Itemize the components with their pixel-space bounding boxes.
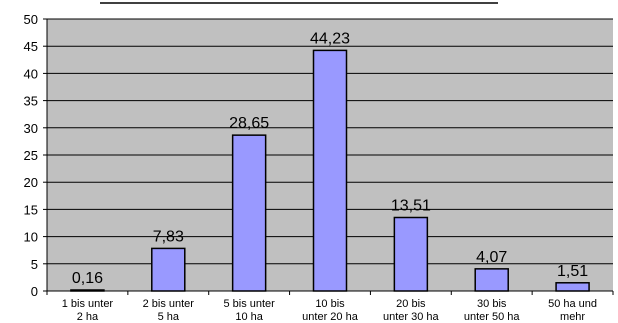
- y-tick-label: 5: [31, 257, 38, 272]
- data-label: 7,83: [153, 228, 184, 245]
- y-axis: 0 5 10 15 20 25 30 35 40 45 50: [24, 12, 48, 299]
- data-label: 28,65: [229, 115, 269, 132]
- x-tick-label: 2 bis unter 5 ha: [143, 298, 195, 323]
- bar: [474, 268, 509, 292]
- bar: [555, 282, 590, 292]
- bars: [70, 49, 590, 292]
- x-axis: 1 bis unter 2 ha 2 bis unter 5 ha 5 bis unte…: [46, 290, 614, 323]
- x-tick-label: 10 bis unter 20 ha: [302, 298, 359, 323]
- data-label: 1,51: [557, 263, 588, 280]
- data-labels: 0,16 7,83 28,65 44,23 13,51 4,07 1,51: [72, 30, 588, 287]
- y-tick-label: 50: [24, 12, 38, 27]
- bar: [312, 49, 348, 292]
- bar: [231, 134, 267, 292]
- y-tick-label: 20: [24, 175, 38, 190]
- x-tick-label: 5 bis unter 10 ha: [223, 298, 275, 323]
- data-label: 13,51: [391, 198, 431, 215]
- data-label: 44,23: [310, 30, 350, 47]
- data-label: 4,07: [476, 249, 507, 266]
- y-tick-label: 25: [24, 148, 38, 163]
- y-tick-label: 10: [24, 230, 38, 245]
- y-tick-label: 15: [24, 202, 38, 217]
- y-tick-label: 45: [24, 39, 38, 54]
- bar: [151, 247, 186, 292]
- x-tick-label: 20 bis unter 30 ha: [383, 298, 440, 323]
- x-tick-label: 30 bis unter 50 ha: [464, 298, 521, 323]
- y-tick-label: 30: [24, 121, 38, 136]
- x-tick-label: 1 bis unter 2 ha: [62, 298, 114, 323]
- x-tick-label: 50 ha und mehr: [548, 298, 597, 323]
- y-tick-label: 0: [31, 284, 38, 299]
- data-label: 0,16: [72, 270, 103, 287]
- y-tick-label: 35: [24, 94, 38, 109]
- bar: [70, 289, 105, 292]
- bar: [393, 216, 429, 292]
- y-tick-label: 40: [24, 66, 38, 81]
